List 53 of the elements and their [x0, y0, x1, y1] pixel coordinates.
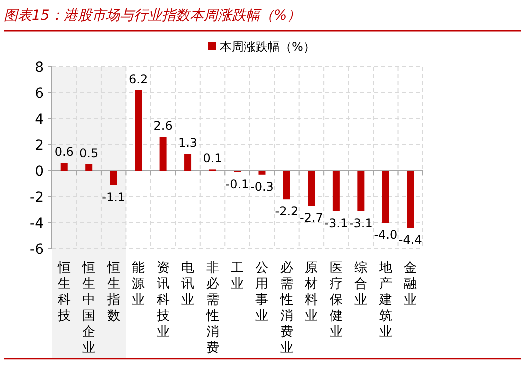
- data-label: 0.5: [80, 146, 99, 160]
- bar: [382, 171, 390, 223]
- chart-title: 图表15：港股市场与行业指数本周涨跌幅（%）: [4, 8, 302, 24]
- data-label: 0.1: [203, 152, 222, 166]
- bar: [258, 171, 266, 175]
- x-tick-label: 能源业: [132, 261, 146, 308]
- y-tick-label: 2: [35, 138, 44, 154]
- x-tick-label: 综合业: [354, 261, 368, 308]
- bar: [60, 163, 68, 171]
- bar: [110, 171, 118, 186]
- bar: [332, 171, 340, 212]
- bar: [184, 154, 192, 171]
- y-tick-label: 0: [35, 164, 44, 180]
- bar: [160, 137, 167, 171]
- x-tick-label: 地产建筑业: [378, 261, 392, 340]
- data-label: -1.1: [102, 190, 126, 204]
- data-label: -3.1: [324, 216, 348, 230]
- bar: [407, 171, 414, 228]
- legend-label: 本周涨跌幅（%）: [220, 40, 316, 54]
- x-tick-label: 公用事业: [256, 261, 269, 324]
- data-label: -3.1: [349, 216, 373, 230]
- data-label: -4.0: [374, 228, 398, 242]
- x-tick-label: 恒生中国企业: [82, 261, 96, 356]
- x-tick-label: 原材料业: [304, 261, 318, 324]
- data-label: 2.6: [154, 119, 173, 134]
- data-label: 1.3: [178, 136, 198, 150]
- y-tick-label: 8: [35, 60, 44, 76]
- bar: [358, 171, 365, 212]
- y-tick-label: 4: [35, 112, 44, 128]
- data-label: 0.6: [54, 145, 74, 160]
- data-label: -4.4: [398, 233, 422, 248]
- y-tick-label: -4: [30, 216, 44, 232]
- bar: [135, 90, 142, 171]
- bar: [86, 164, 93, 171]
- x-tick-label: 工业: [231, 261, 244, 292]
- x-tick-label: 恒生科技: [56, 261, 71, 324]
- data-label: -2.2: [275, 204, 299, 219]
- y-tick-label: 6: [35, 86, 44, 102]
- data-label: 6.2: [129, 72, 148, 86]
- x-tick-label: 资讯科技业: [156, 261, 170, 340]
- y-tick-label: -2: [30, 190, 44, 206]
- data-label: -0.1: [226, 177, 250, 192]
- x-tick-label: 医疗保健业: [330, 261, 343, 340]
- x-tick-label: 金融业: [404, 261, 418, 308]
- bar: [283, 171, 290, 200]
- data-label: -2.7: [300, 211, 324, 226]
- x-tick-label: 非必需性消费: [205, 261, 220, 356]
- x-tick-label: 必需性消费业: [279, 261, 294, 356]
- data-label: -0.3: [250, 180, 274, 194]
- x-tick-label: 电讯业: [182, 261, 195, 308]
- x-tick-label: 恒生指数: [106, 261, 120, 324]
- bar: [308, 171, 316, 206]
- y-tick-label: -6: [30, 242, 44, 258]
